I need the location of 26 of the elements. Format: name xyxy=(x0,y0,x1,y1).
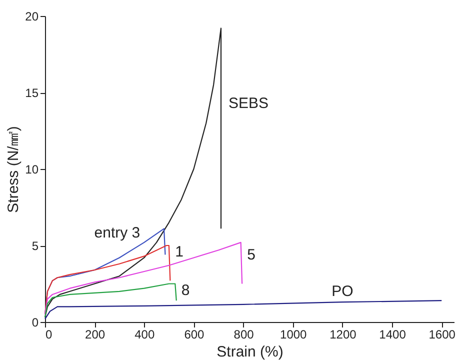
x-axis-title: Strain (%) xyxy=(216,344,284,360)
annotation: PO xyxy=(332,283,354,300)
y-tick-label: 15 xyxy=(25,86,39,100)
y-tick-label: 10 xyxy=(25,162,39,176)
x-tick-label: 200 xyxy=(85,328,106,342)
x-tick-label: 1200 xyxy=(330,328,357,342)
annotation: 5 xyxy=(247,246,256,264)
line-series xyxy=(44,283,177,318)
x-tick-label: 600 xyxy=(184,328,205,342)
x-tick-label: 1600 xyxy=(428,328,456,342)
annotation: 8 xyxy=(181,282,190,299)
y-tick-label: 20 xyxy=(25,10,39,24)
x-tick-label: 1400 xyxy=(379,328,406,342)
x-tick-label: 400 xyxy=(134,328,155,342)
y-tick-label: 0 xyxy=(32,316,39,330)
annotation: entry 3 xyxy=(94,224,140,242)
annotation: 1 xyxy=(175,244,184,261)
y-tick-label: 5 xyxy=(32,239,39,253)
annotation: SEBS xyxy=(228,95,269,112)
x-tick-label: 800 xyxy=(234,328,254,342)
line-series xyxy=(44,242,243,315)
y-axis-title: Stress (N/㎟) xyxy=(5,126,22,213)
x-tick-label: 0 xyxy=(46,328,52,342)
x-tick-label: 1000 xyxy=(280,328,308,342)
line-series xyxy=(44,300,442,320)
line-series xyxy=(44,244,171,315)
